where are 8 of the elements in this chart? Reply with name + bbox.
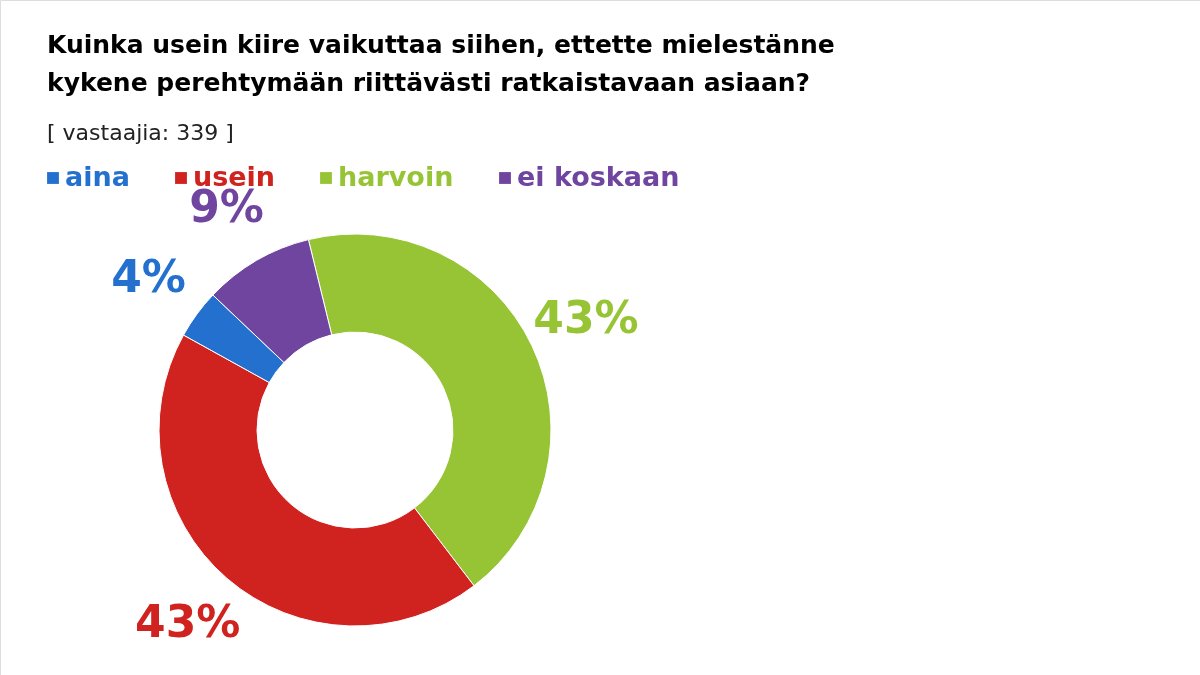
chart-subtitle: [ vastaajia: 339 ] — [47, 120, 234, 145]
legend-label: aina — [65, 161, 130, 192]
data-label: 43% — [533, 291, 639, 343]
data-label: 4% — [111, 250, 186, 302]
chart-title: Kuinka usein kiire vaikuttaa siihen, ettette mielestänne kykene perehtymään riittävästi ratkaistavaan asiaan? — [47, 30, 835, 97]
legend-label: ei koskaan — [517, 161, 680, 192]
data-label: 43% — [135, 595, 241, 647]
legend-label: harvoin — [338, 161, 454, 192]
